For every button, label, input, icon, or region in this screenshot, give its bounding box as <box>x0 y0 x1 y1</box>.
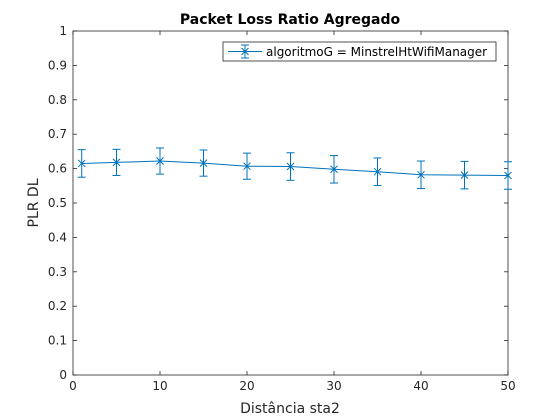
data-point <box>77 149 86 178</box>
data-point <box>243 152 251 180</box>
x-marker <box>77 159 86 168</box>
x-axis-ticks: 0 10 20 30 40 50 <box>69 31 516 393</box>
x-axis-label: Distância sta2 <box>240 401 340 417</box>
y-tick-label: 0.9 <box>48 58 67 72</box>
x-marker <box>330 165 338 174</box>
x-marker <box>417 170 425 179</box>
y-tick-label: 0.4 <box>48 230 67 244</box>
y-tick-label: 0.3 <box>48 265 67 279</box>
y-tick-label: 0.6 <box>48 162 67 176</box>
x-tick-label: 50 <box>500 379 515 393</box>
x-tick-label: 40 <box>413 379 428 393</box>
plot-area <box>72 30 509 376</box>
y-tick-label: 0.7 <box>48 127 67 141</box>
y-tick-label: 0.5 <box>48 196 67 210</box>
data-point <box>330 155 338 184</box>
data-point <box>373 157 382 186</box>
legend-x-marker-icon <box>241 47 249 56</box>
x-tick-label: 30 <box>326 379 341 393</box>
y-tick-label: 1 <box>59 24 67 38</box>
legend-entry-label: algoritmoG = MinstrelHtWifiManager <box>266 45 487 59</box>
y-axis-label: PLR DL <box>26 178 42 227</box>
data-point <box>460 160 469 190</box>
x-tick-label: 10 <box>152 379 167 393</box>
x-marker <box>156 157 164 165</box>
x-tick-label: 20 <box>239 379 254 393</box>
data-point <box>504 161 512 190</box>
data-point <box>286 152 295 181</box>
data-point <box>417 160 425 190</box>
x-marker <box>504 171 512 180</box>
data-point <box>112 148 121 176</box>
x-marker <box>112 158 121 167</box>
x-tick-label: 0 <box>69 379 77 393</box>
x-marker <box>243 162 251 171</box>
x-marker <box>286 162 295 171</box>
chart-title: Packet Loss Ratio Agregado <box>180 12 401 28</box>
y-tick-label: 0.2 <box>48 299 67 313</box>
y-tick-label: 0.1 <box>48 334 67 348</box>
x-marker <box>373 167 382 176</box>
y-tick-label: 0.8 <box>48 93 67 107</box>
legend: algoritmoG = MinstrelHtWifiManager <box>222 41 497 62</box>
x-marker <box>199 159 208 167</box>
y-tick-label: 0 <box>59 368 67 382</box>
x-marker <box>460 171 469 179</box>
data-point <box>156 147 164 175</box>
legend-box <box>222 41 497 62</box>
y-axis-ticks: 0 0.1 0.2 0.3 0.4 0.5 0.6 0.7 0.8 0.9 1 <box>48 24 508 382</box>
series-layer <box>77 147 512 190</box>
data-point <box>199 149 208 177</box>
